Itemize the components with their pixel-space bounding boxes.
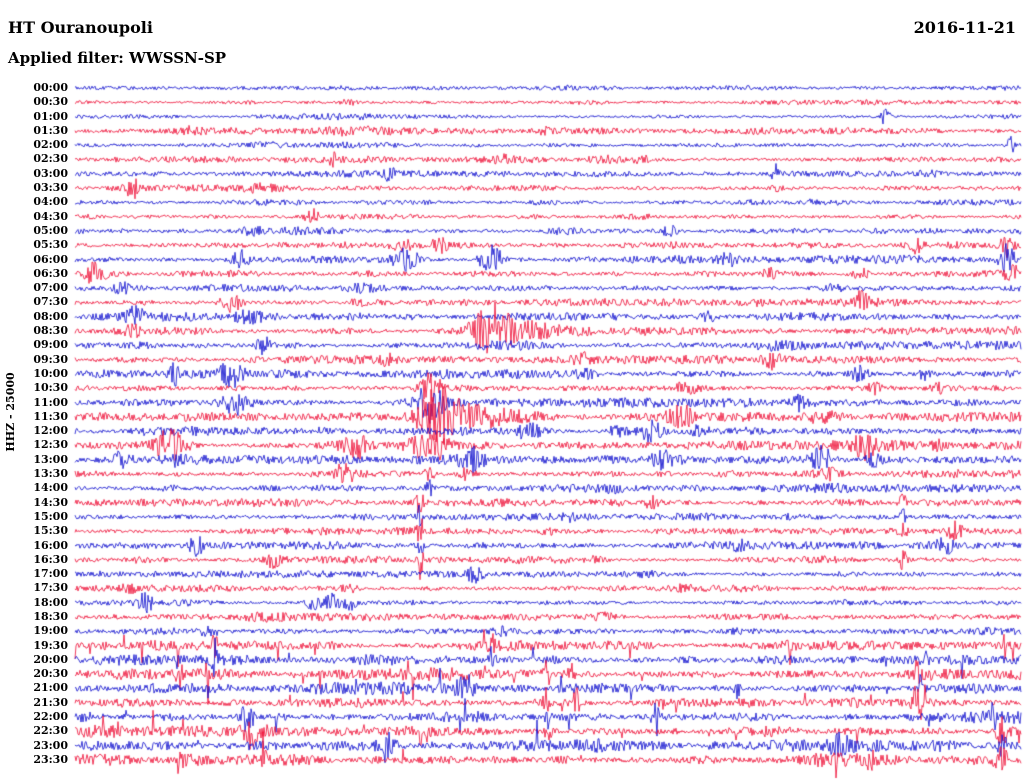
- time-label: 02:00: [33, 138, 68, 152]
- time-label: 04:00: [33, 195, 68, 209]
- time-label: 10:30: [33, 381, 68, 395]
- time-label: 06:00: [33, 252, 68, 266]
- time-label: 14:00: [33, 481, 68, 495]
- time-label: 04:30: [33, 209, 68, 223]
- time-label: 03:00: [33, 166, 68, 180]
- time-label: 22:00: [33, 710, 68, 724]
- time-label: 09:00: [33, 338, 68, 352]
- time-label: 12:00: [33, 424, 68, 438]
- station-name: HT Ouranoupoli: [8, 18, 153, 37]
- time-label: 08:30: [33, 324, 68, 338]
- record-date: 2016-11-21: [913, 18, 1016, 37]
- time-label: 13:30: [33, 467, 68, 481]
- time-label: 08:00: [33, 309, 68, 323]
- time-label: 02:30: [33, 152, 68, 166]
- time-label: 18:00: [33, 595, 68, 609]
- time-label: 19:00: [33, 624, 68, 638]
- time-label: 17:00: [33, 567, 68, 581]
- time-label: 05:00: [33, 223, 68, 237]
- time-label: 13:00: [33, 452, 68, 466]
- time-label: 00:00: [33, 81, 68, 94]
- time-label: 21:00: [33, 681, 68, 695]
- time-label: 10:00: [33, 366, 68, 380]
- time-label: 11:00: [33, 395, 68, 409]
- time-label: 19:30: [33, 638, 68, 652]
- time-label: 01:00: [33, 109, 68, 123]
- time-label: 06:30: [33, 266, 68, 280]
- time-label: 07:30: [33, 295, 68, 309]
- time-label: 01:30: [33, 123, 68, 137]
- applied-filter-label: Applied filter: WWSSN-SP: [8, 49, 227, 67]
- time-label: 23:30: [33, 752, 68, 766]
- time-label: 15:30: [33, 524, 68, 538]
- time-label: 15:00: [33, 509, 68, 523]
- time-label: 12:30: [33, 438, 68, 452]
- time-label: 18:30: [33, 609, 68, 623]
- time-label: 16:00: [33, 538, 68, 552]
- time-label: 09:30: [33, 352, 68, 366]
- time-label: 20:00: [33, 652, 68, 666]
- time-label: 22:30: [33, 724, 68, 738]
- time-label: 21:30: [33, 695, 68, 709]
- time-label: 17:30: [33, 581, 68, 595]
- time-label: 07:00: [33, 281, 68, 295]
- time-label: 03:30: [33, 181, 68, 195]
- time-label: 20:30: [33, 667, 68, 681]
- time-label: 00:30: [33, 95, 68, 109]
- time-label: 11:30: [33, 409, 68, 423]
- time-label: 05:30: [33, 238, 68, 252]
- time-label: 23:00: [33, 738, 68, 752]
- time-label: 16:30: [33, 552, 68, 566]
- time-label: 14:30: [33, 495, 68, 509]
